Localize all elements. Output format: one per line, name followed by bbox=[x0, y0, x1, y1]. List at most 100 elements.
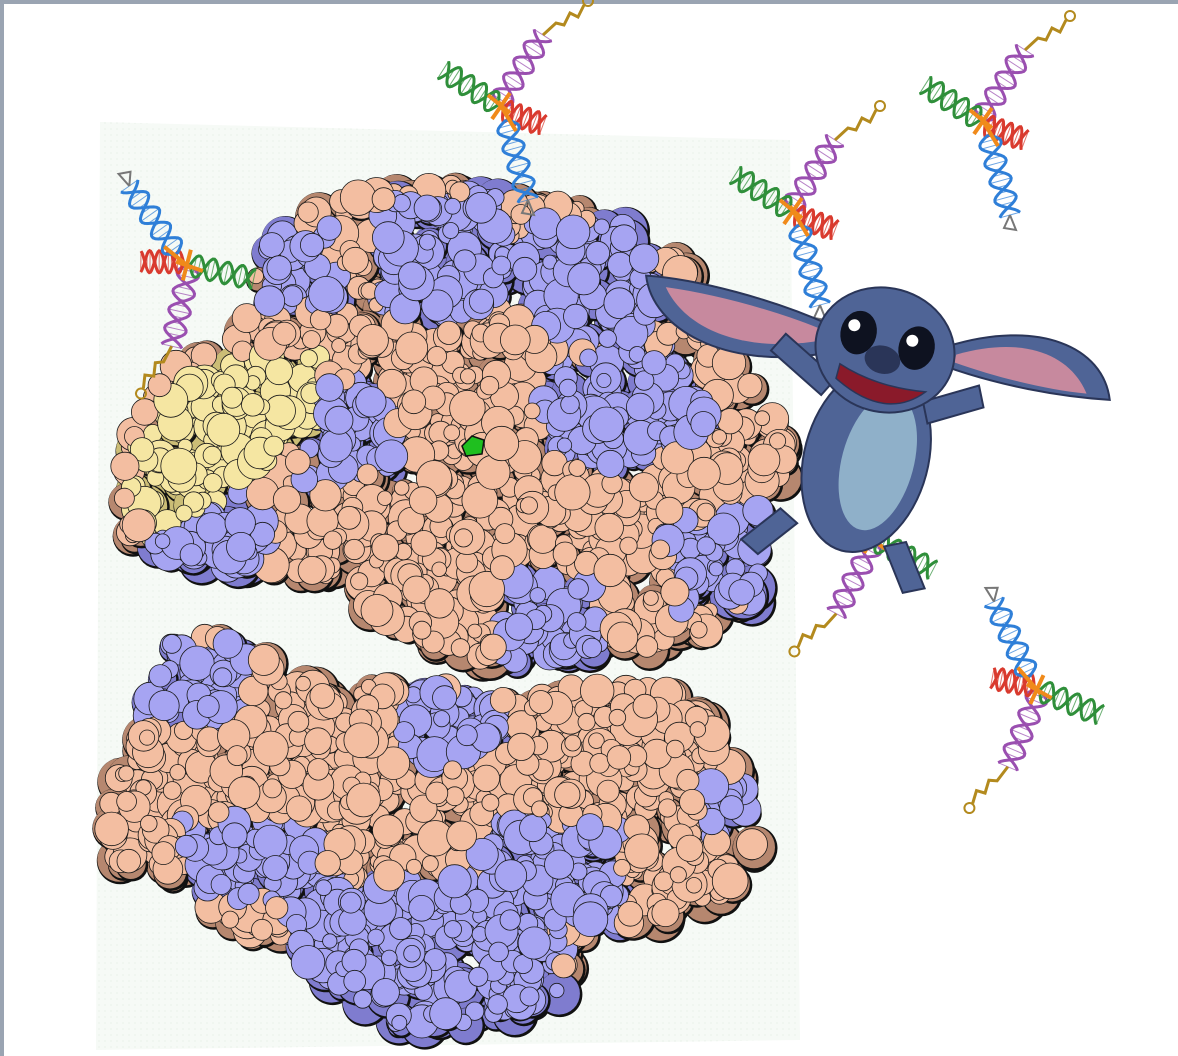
surface-bump bbox=[121, 508, 156, 543]
surface-bump bbox=[444, 198, 462, 215]
surface-bump bbox=[489, 555, 515, 581]
surface-bump bbox=[593, 553, 627, 588]
surface-bump bbox=[479, 375, 500, 396]
surface-bump bbox=[203, 473, 223, 493]
surface-bump bbox=[350, 572, 369, 591]
surface-bump bbox=[408, 486, 438, 515]
surface-bump bbox=[711, 429, 727, 445]
surface-bump bbox=[392, 194, 411, 213]
surface-bump bbox=[585, 240, 611, 266]
surface-bump bbox=[696, 536, 716, 556]
surface-bump bbox=[558, 378, 578, 398]
surface-bump bbox=[377, 490, 393, 506]
surface-bump bbox=[299, 349, 318, 368]
surface-bump bbox=[529, 587, 546, 604]
surface-bump bbox=[412, 620, 432, 640]
surface-bump bbox=[398, 261, 427, 290]
surface-bump bbox=[555, 214, 591, 249]
surface-bump bbox=[266, 255, 292, 281]
ribosome-large-subunit-illustration bbox=[108, 172, 804, 682]
surface-bump bbox=[241, 393, 265, 417]
surface-bump bbox=[356, 463, 379, 486]
surface-bump bbox=[588, 406, 625, 443]
surface-bump bbox=[297, 556, 327, 585]
surface-bump bbox=[154, 533, 171, 549]
surface-bump bbox=[337, 505, 362, 530]
surface-bump bbox=[728, 579, 755, 606]
surface-bump bbox=[754, 410, 770, 427]
surface-bump bbox=[619, 536, 638, 555]
surface-bump bbox=[465, 192, 497, 224]
surface-bump bbox=[563, 303, 589, 329]
surface-bump bbox=[635, 635, 659, 658]
surface-bump bbox=[523, 402, 541, 420]
surface-bump bbox=[272, 321, 297, 346]
surface-bump bbox=[323, 530, 343, 550]
surface-bump bbox=[519, 496, 538, 515]
surface-bump bbox=[598, 329, 617, 348]
surface-bump bbox=[596, 372, 612, 388]
surface-bump bbox=[737, 373, 763, 399]
surface-bump bbox=[626, 392, 655, 422]
surface-bump bbox=[195, 512, 228, 544]
surface-bump bbox=[499, 324, 531, 356]
surface-bump bbox=[308, 275, 345, 313]
surface-bump bbox=[221, 386, 244, 409]
surface-bump bbox=[253, 285, 286, 317]
surface-bump bbox=[272, 485, 302, 514]
surface-bump bbox=[453, 249, 477, 273]
surface-bump bbox=[610, 224, 638, 253]
surface-bump bbox=[284, 449, 311, 475]
surface-bump bbox=[690, 411, 717, 438]
surface-bump bbox=[371, 221, 405, 254]
surface-bump bbox=[443, 424, 461, 442]
surface-bump bbox=[281, 285, 304, 307]
surface-bump bbox=[394, 480, 410, 496]
surface-bump bbox=[607, 251, 633, 278]
surface-bump bbox=[453, 528, 473, 548]
surface-bump bbox=[504, 612, 533, 641]
surface-bump bbox=[315, 373, 344, 402]
surface-bump bbox=[355, 386, 387, 418]
surface-bump bbox=[324, 405, 354, 435]
surface-bump bbox=[401, 389, 427, 415]
surface-bump bbox=[114, 487, 135, 509]
surface-bump bbox=[110, 451, 140, 481]
surface-bump bbox=[655, 496, 684, 525]
surface-bump bbox=[641, 350, 667, 376]
surface-bump bbox=[467, 623, 483, 639]
surface-bump bbox=[596, 449, 625, 478]
surface-bump bbox=[160, 447, 198, 485]
surface-bump bbox=[413, 194, 441, 222]
surface-bump bbox=[426, 346, 447, 367]
surface-bump bbox=[568, 459, 586, 477]
surface-bump bbox=[479, 633, 507, 661]
surface-bump bbox=[431, 561, 447, 578]
surface-bump bbox=[483, 425, 520, 462]
surface-bump bbox=[402, 575, 431, 604]
surface-bump bbox=[628, 472, 659, 503]
surface-bump bbox=[297, 201, 319, 223]
surface-bump bbox=[374, 439, 409, 474]
surface-bump bbox=[552, 541, 578, 567]
surface-bump bbox=[450, 638, 470, 658]
surface-bump bbox=[360, 594, 394, 627]
surface-bump bbox=[687, 456, 721, 491]
surface-bump bbox=[436, 320, 461, 345]
surface-bump bbox=[556, 437, 573, 453]
surface-bump bbox=[650, 539, 671, 560]
surface-bump bbox=[175, 504, 193, 522]
surface-bump bbox=[554, 474, 591, 511]
surface-bump bbox=[567, 612, 587, 632]
surface-bump bbox=[594, 512, 624, 543]
surface-bump bbox=[263, 435, 285, 457]
surface-bump bbox=[643, 590, 659, 606]
surface-bump bbox=[567, 578, 589, 600]
surface-bump bbox=[179, 543, 203, 567]
surface-bump bbox=[226, 532, 256, 562]
surface-bump bbox=[418, 233, 436, 251]
surface-bump bbox=[371, 187, 396, 212]
surface-bump bbox=[491, 255, 512, 276]
